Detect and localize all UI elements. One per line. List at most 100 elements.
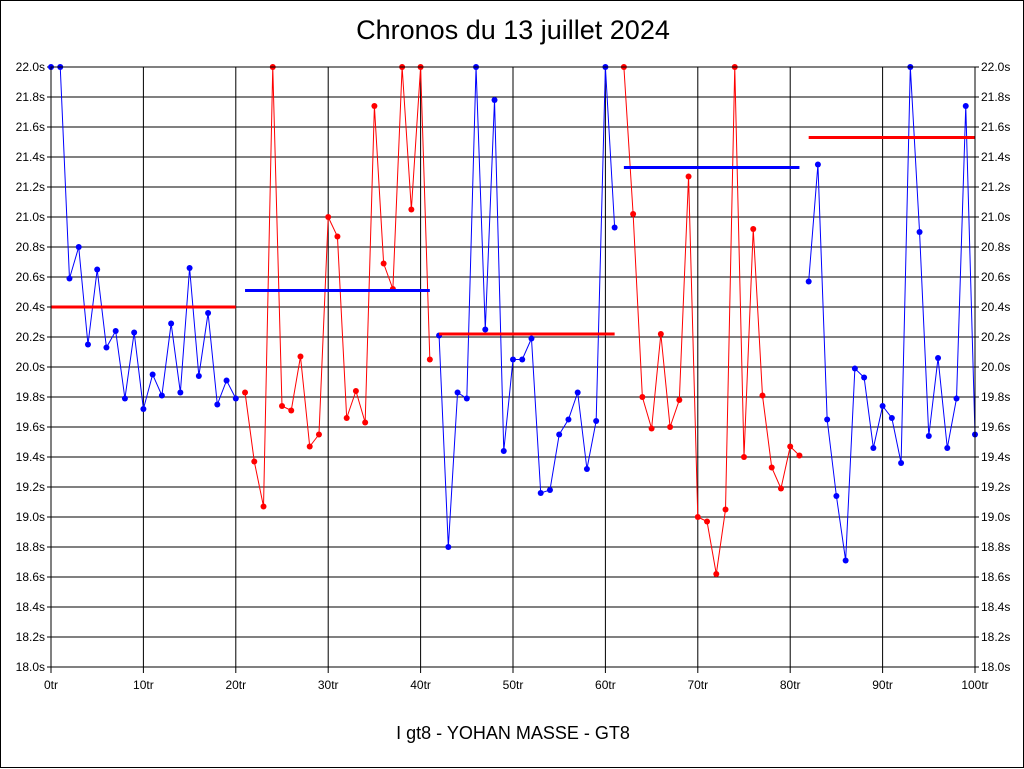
y-tick-label: 20.4s [16, 300, 45, 314]
y-tick-label-right: 20.2s [981, 330, 1010, 344]
y-tick-label-right: 18.8s [981, 540, 1010, 554]
lap-point [704, 518, 711, 525]
lap-point [482, 326, 489, 333]
lap-point [94, 266, 101, 273]
y-tick-label-right: 22.0s [981, 60, 1010, 74]
lap-point [528, 335, 535, 342]
lap-point [935, 355, 942, 361]
lap-point [140, 406, 147, 412]
lap-point [426, 356, 433, 363]
lap-point [186, 265, 193, 271]
lap-point [297, 353, 304, 360]
y-tick-label-right: 20.4s [981, 300, 1010, 314]
lap-point [583, 466, 590, 472]
y-tick-label: 21.2s [16, 180, 45, 194]
lap-point [288, 407, 295, 414]
lap-point [888, 415, 895, 421]
y-tick-label: 20.6s [16, 270, 45, 284]
y-tick-label-right: 19.2s [981, 480, 1010, 494]
x-tick-label: 70tr [687, 678, 708, 692]
y-tick-label: 19.4s [16, 450, 45, 464]
y-tick-label: 22.0s [16, 60, 45, 74]
lap-point [500, 448, 507, 454]
y-tick-label: 19.2s [16, 480, 45, 494]
y-tick-label: 21.4s [16, 150, 45, 164]
lap-point [260, 503, 267, 510]
lap-point [315, 431, 322, 438]
y-tick-label-right: 21.2s [981, 180, 1010, 194]
y-tick-label-right: 21.6s [981, 120, 1010, 134]
x-tick-label: 80tr [780, 678, 801, 692]
lap-point [851, 365, 858, 372]
lap-point [805, 278, 812, 285]
y-tick-label-right: 21.0s [981, 210, 1010, 224]
lap-point [667, 424, 674, 430]
lap-series [48, 64, 978, 577]
lap-point [556, 431, 563, 438]
x-tick-labels: 0tr 10tr 20tr 30tr 40tr 50tr 60tr 70tr 80tr 90tr 1… [44, 678, 989, 692]
lap-point [824, 416, 831, 423]
lap-point [454, 389, 461, 396]
lap-point [445, 544, 452, 550]
y-tick-labels-right: 18.0s 18.2s 18.4s 18.6s 18.8s 19.0s 19.2s 19.4s… [981, 60, 1010, 674]
lap-point [796, 452, 803, 459]
plot-border [50, 66, 976, 668]
lap-point [537, 490, 544, 496]
lap-point [103, 344, 110, 351]
y-tick-label: 21.8s [16, 90, 45, 104]
y-tick-label: 18.2s [16, 630, 45, 644]
lap-point [713, 571, 720, 577]
lap-point [84, 341, 91, 348]
lap-point [223, 377, 230, 384]
lap-point [519, 356, 526, 363]
grid-lines [47, 66, 979, 673]
lap-point [870, 445, 877, 451]
y-tick-label-right: 18.0s [981, 660, 1010, 674]
lap-point [251, 458, 258, 465]
lap-point [408, 206, 415, 213]
lap-point [639, 394, 646, 400]
lap-point [694, 514, 701, 520]
lap-point [630, 211, 637, 217]
lap-point [352, 388, 359, 394]
series-line-3 [438, 66, 616, 548]
chart-footer: I gt8 - YOHAN MASSE - GT8 [396, 723, 630, 743]
lap-point [325, 214, 332, 220]
x-tick-label: 0tr [44, 678, 58, 692]
lap-point [759, 392, 766, 399]
lap-point [306, 443, 313, 450]
y-tick-label-right: 18.2s [981, 630, 1010, 644]
lap-point [195, 373, 202, 379]
y-tick-label: 18.8s [16, 540, 45, 554]
lap-point [75, 244, 82, 250]
lap-point [214, 401, 221, 408]
chart-title: Chronos du 13 juillet 2024 [356, 15, 670, 45]
lap-point [232, 395, 239, 402]
y-tick-label-right: 18.6s [981, 570, 1010, 584]
y-tick-label-right: 19.4s [981, 450, 1010, 464]
lap-point [685, 173, 692, 180]
lap-point [768, 464, 775, 471]
lap-point [121, 395, 128, 402]
lap-point [648, 425, 655, 432]
x-tick-label: 50tr [503, 678, 524, 692]
y-tick-label-right: 20.8s [981, 240, 1010, 254]
lap-point [814, 161, 821, 168]
y-tick-label: 21.0s [16, 210, 45, 224]
lap-point [463, 395, 470, 402]
lap-point [149, 371, 156, 378]
y-tick-label-right: 18.4s [981, 600, 1010, 614]
lap-point [898, 460, 905, 466]
lap-point [546, 487, 553, 493]
y-tick-label: 20.2s [16, 330, 45, 344]
y-tick-label-right: 21.8s [981, 90, 1010, 104]
lap-point [510, 356, 516, 363]
y-tick-label: 19.8s [16, 390, 45, 404]
lap-point [177, 389, 184, 396]
lap-point [722, 506, 729, 513]
y-tick-label: 21.6s [16, 120, 45, 134]
lap-point [842, 557, 849, 564]
lap-point [925, 433, 932, 439]
y-tick-label-right: 20.0s [981, 360, 1010, 374]
